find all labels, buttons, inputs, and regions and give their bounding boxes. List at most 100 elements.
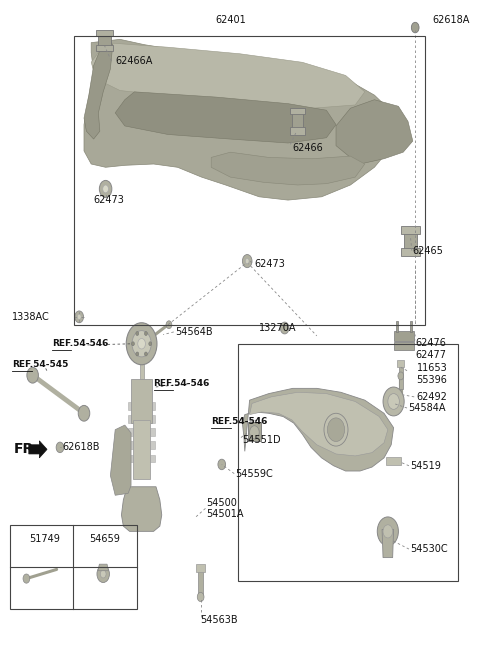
Polygon shape <box>121 487 162 531</box>
Bar <box>133 420 150 479</box>
Circle shape <box>411 22 419 33</box>
Circle shape <box>97 565 109 583</box>
Polygon shape <box>128 441 155 449</box>
Circle shape <box>388 394 399 409</box>
Circle shape <box>383 525 393 538</box>
Circle shape <box>327 418 345 441</box>
Circle shape <box>136 352 139 356</box>
Polygon shape <box>242 388 394 471</box>
Text: 54563B: 54563B <box>201 615 238 625</box>
Text: REF.54-545: REF.54-545 <box>12 359 68 369</box>
Text: 62473: 62473 <box>94 195 124 205</box>
Polygon shape <box>96 30 113 36</box>
Circle shape <box>149 342 152 346</box>
Bar <box>131 379 152 423</box>
Polygon shape <box>96 45 113 51</box>
Circle shape <box>144 331 147 335</box>
Polygon shape <box>336 100 413 164</box>
Polygon shape <box>250 392 388 456</box>
Text: 62465: 62465 <box>413 245 444 256</box>
Polygon shape <box>198 569 203 597</box>
Polygon shape <box>110 425 131 495</box>
Text: 54500
54501A: 54500 54501A <box>206 498 244 519</box>
Text: FR.: FR. <box>13 442 39 457</box>
Polygon shape <box>211 152 365 185</box>
Polygon shape <box>84 39 398 200</box>
Circle shape <box>377 517 398 546</box>
Polygon shape <box>196 564 205 572</box>
Text: 62618A: 62618A <box>432 15 469 25</box>
Text: 11653
55396: 11653 55396 <box>417 363 447 384</box>
Circle shape <box>23 574 30 583</box>
Polygon shape <box>401 248 420 256</box>
Circle shape <box>75 311 84 323</box>
Circle shape <box>138 338 145 349</box>
Text: REF.54-546: REF.54-546 <box>211 417 267 426</box>
Polygon shape <box>128 402 155 410</box>
Circle shape <box>132 342 134 346</box>
Polygon shape <box>115 92 336 143</box>
Text: 54559C: 54559C <box>235 468 273 479</box>
Text: 54551D: 54551D <box>242 434 281 445</box>
Circle shape <box>166 321 172 329</box>
Bar <box>10 525 137 609</box>
Polygon shape <box>394 342 414 350</box>
Circle shape <box>27 367 38 383</box>
Bar <box>140 348 144 380</box>
Circle shape <box>398 372 404 380</box>
Text: 54659: 54659 <box>89 534 120 544</box>
Polygon shape <box>396 321 398 332</box>
Polygon shape <box>128 455 155 462</box>
Polygon shape <box>394 331 414 341</box>
Circle shape <box>132 331 151 357</box>
Bar <box>238 344 458 581</box>
Circle shape <box>77 314 81 319</box>
Text: 62466: 62466 <box>293 142 324 153</box>
Polygon shape <box>397 360 404 367</box>
Text: 62466A: 62466A <box>115 56 153 66</box>
Circle shape <box>103 185 108 193</box>
Polygon shape <box>290 127 305 135</box>
Bar <box>74 36 425 325</box>
Text: 54519: 54519 <box>410 461 441 471</box>
Text: REF.54-546: REF.54-546 <box>52 339 108 348</box>
Circle shape <box>126 323 157 365</box>
Circle shape <box>280 322 289 334</box>
Polygon shape <box>29 441 47 458</box>
Polygon shape <box>404 232 417 249</box>
Polygon shape <box>91 43 365 108</box>
Text: 62492: 62492 <box>417 392 447 402</box>
Circle shape <box>250 426 259 439</box>
Text: 54530C: 54530C <box>410 544 448 554</box>
Text: 1338AC: 1338AC <box>12 312 50 322</box>
Circle shape <box>100 570 106 578</box>
Text: 13270A: 13270A <box>259 323 297 333</box>
Circle shape <box>136 331 139 335</box>
Polygon shape <box>401 226 420 234</box>
Circle shape <box>197 592 204 602</box>
Polygon shape <box>84 39 113 139</box>
Circle shape <box>245 258 249 264</box>
Circle shape <box>144 352 147 356</box>
Polygon shape <box>292 112 303 130</box>
Circle shape <box>99 180 112 197</box>
Text: 62476
62477: 62476 62477 <box>415 338 446 359</box>
Polygon shape <box>128 428 155 436</box>
Polygon shape <box>410 321 412 332</box>
Circle shape <box>242 255 252 268</box>
Text: 62401: 62401 <box>215 15 246 25</box>
Text: 54584A: 54584A <box>408 403 445 413</box>
Text: 62618B: 62618B <box>62 442 100 453</box>
Text: 62473: 62473 <box>254 258 285 269</box>
Polygon shape <box>290 108 305 114</box>
Circle shape <box>78 405 90 421</box>
Text: REF.54-546: REF.54-546 <box>154 379 210 388</box>
Polygon shape <box>128 415 155 423</box>
Polygon shape <box>399 365 403 389</box>
Circle shape <box>56 442 64 453</box>
Text: 51749: 51749 <box>30 534 60 544</box>
Polygon shape <box>248 422 261 441</box>
Polygon shape <box>386 457 401 465</box>
Polygon shape <box>98 564 108 571</box>
Polygon shape <box>98 33 111 51</box>
